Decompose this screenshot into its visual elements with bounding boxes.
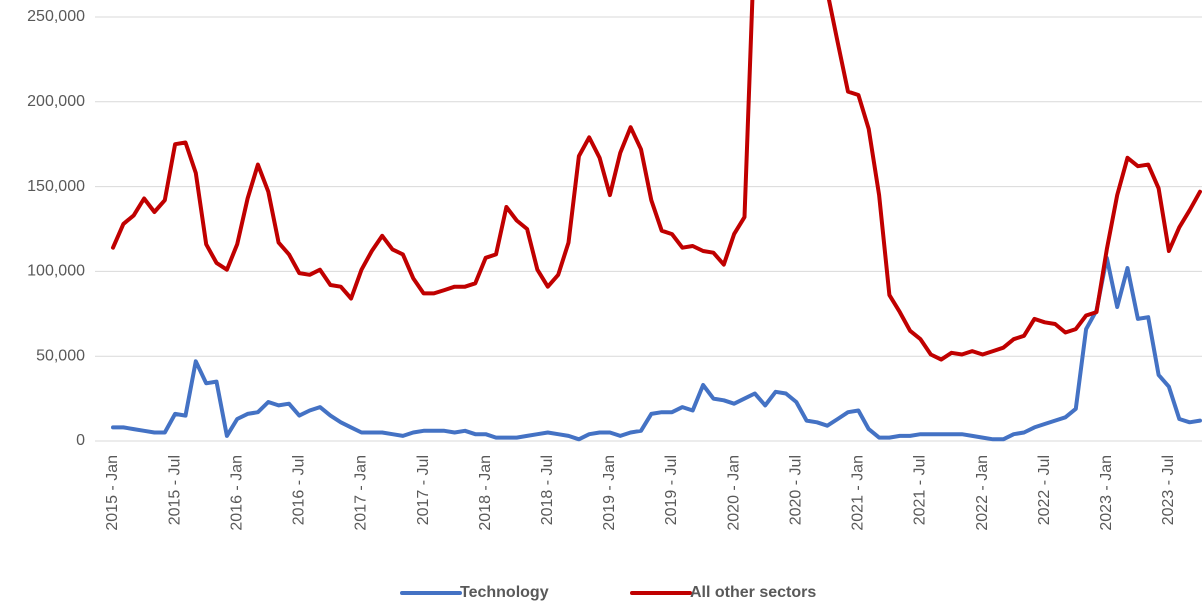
y-tick-label: 200,000 <box>27 93 85 110</box>
y-tick-label: 150,000 <box>27 178 85 195</box>
y-tick-label: 0 <box>76 432 85 449</box>
legend-label: All other sectors <box>690 584 816 601</box>
x-tick-label: 2023 - Jul <box>1160 455 1177 525</box>
x-tick-label: 2017 - Jul <box>415 455 432 525</box>
x-tick-label: 2021 - Jul <box>912 455 929 525</box>
x-tick-label: 2020 - Jul <box>787 455 804 525</box>
y-tick-label: 50,000 <box>36 347 85 364</box>
x-tick-label: 2021 - Jan <box>850 455 867 531</box>
y-tick-label: 100,000 <box>27 263 85 280</box>
x-tick-label: 2018 - Jan <box>477 455 494 531</box>
x-tick-label: 2015 - Jan <box>104 455 121 531</box>
x-tick-label: 2020 - Jan <box>725 455 742 531</box>
x-tick-label: 2016 - Jul <box>291 455 308 525</box>
x-tick-label: 2018 - Jul <box>539 455 556 525</box>
x-tick-label: 2017 - Jan <box>353 455 370 531</box>
plot-area <box>111 0 1202 442</box>
x-tick-label: 2023 - Jan <box>1098 455 1115 531</box>
series-line <box>111 255 1202 442</box>
x-tick-label: 2019 - Jul <box>663 455 680 525</box>
legend-label: Technology <box>460 584 549 601</box>
x-tick-label: 2016 - Jan <box>228 455 245 531</box>
x-tick-label: 2022 - Jul <box>1036 455 1053 525</box>
series-line <box>111 0 1202 362</box>
x-tick-label: 2015 - Jul <box>166 455 183 525</box>
x-tick-label: 2022 - Jan <box>974 455 991 531</box>
x-tick-label: 2019 - Jan <box>601 455 618 531</box>
y-tick-label: 250,000 <box>27 8 85 25</box>
